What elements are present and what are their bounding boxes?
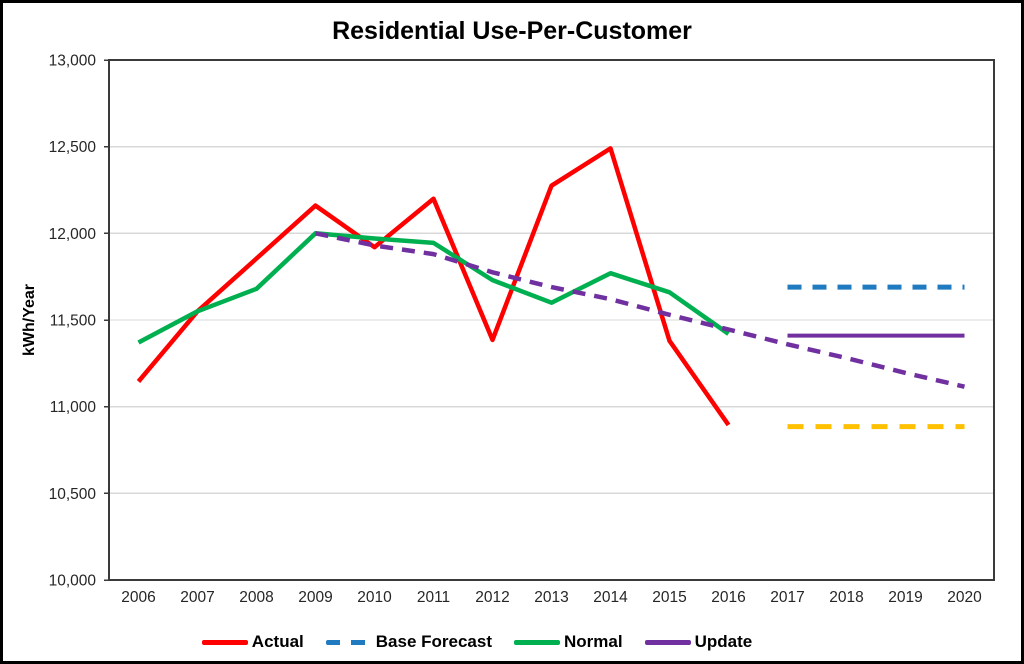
series-actual-line [136,146,731,427]
y-tick-label: 11,500 [50,312,97,329]
legend-sample-actual [201,639,248,645]
legend-label: Base Forecast [375,632,492,651]
x-tick-label: 2020 [947,589,982,606]
legend-item-base-forecast: Base Forecast [325,632,492,652]
x-tick-label: 2015 [652,589,686,606]
x-tick-label: 2017 [770,589,804,606]
legend-label: Normal [564,632,623,651]
x-tick-label: 2008 [239,589,273,606]
y-tick-label: 12,000 [49,226,97,243]
x-tick-label: 2018 [829,589,863,606]
y-tick-label: 13,000 [49,52,97,69]
legend-item-normal: Normal [514,632,623,652]
series-update-trajectory-line [315,231,966,389]
y-tick-label: 11,000 [50,399,97,416]
legend-item-update: Update [644,632,753,652]
legend-label: Update [694,632,753,651]
x-tick-label: 2012 [475,589,509,606]
x-tick-label: 2014 [593,589,628,606]
x-tick-label: 2006 [121,589,155,606]
series-normal-line [137,231,730,345]
y-tick-label: 12,500 [49,139,97,156]
chart-title: Residential Use-Per-Customer [332,17,692,45]
legend: Actual Base Forecast Normal Update [3,626,1021,658]
x-tick-label: 2010 [357,589,392,606]
y-tick-label: 10,500 [49,486,97,503]
x-tick-label: 2013 [534,589,568,606]
legend-item-actual: Actual [201,632,304,652]
x-tick-label: 2007 [180,589,214,606]
x-tick-label: 2016 [711,589,745,606]
y-tick-label: 10,000 [49,572,97,589]
x-tick-label: 2009 [298,589,332,606]
x-tick-label: 2011 [417,589,450,606]
x-tick-label: 2019 [888,589,922,606]
legend-sample-update [644,639,691,645]
legend-sample-base-forecast [325,639,372,645]
plot-area: 13,000 12,500 12,000 11,500 11,000 10,500 10,0… [49,52,995,606]
legend-sample-normal [514,639,560,645]
legend-label: Actual [251,632,304,651]
